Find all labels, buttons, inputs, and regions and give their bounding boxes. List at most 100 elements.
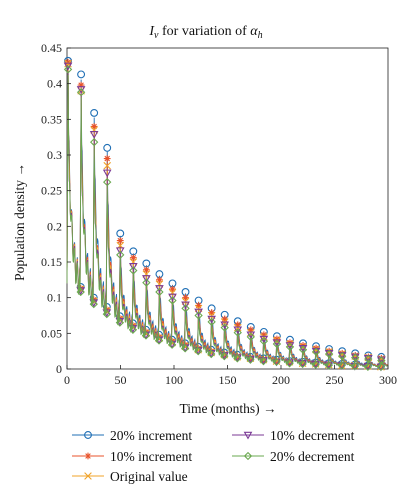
data-point xyxy=(273,335,281,343)
data-point xyxy=(116,237,124,244)
data-point xyxy=(234,321,242,329)
legend-label: 20% increment xyxy=(110,428,192,443)
data-point xyxy=(90,108,99,117)
data-point xyxy=(116,250,125,260)
data-point xyxy=(128,263,138,271)
data-point xyxy=(195,302,202,309)
y-tick-label: 0 xyxy=(56,362,62,376)
data-point xyxy=(338,350,346,358)
data-point xyxy=(90,123,98,130)
data-point xyxy=(208,309,216,317)
data-point xyxy=(285,359,294,368)
legend: 20% increment 10% increment Original value… xyxy=(72,428,355,484)
data-point xyxy=(233,328,242,337)
data-point xyxy=(115,247,125,256)
data-point xyxy=(312,345,320,354)
data-point xyxy=(142,275,151,283)
data-point xyxy=(142,270,151,278)
data-point xyxy=(168,288,177,297)
data-point xyxy=(168,293,177,302)
legend-item: Original value xyxy=(72,469,188,484)
data-point xyxy=(115,318,125,327)
series-original-value xyxy=(64,59,388,371)
legend-marker xyxy=(84,431,92,439)
y-tick-label: 0.45 xyxy=(41,41,62,55)
data-point xyxy=(76,88,86,97)
data-point xyxy=(207,317,216,327)
data-point xyxy=(246,355,255,364)
y-tick-label: 0.35 xyxy=(41,112,62,126)
legend-label: 10% increment xyxy=(110,449,192,464)
data-point xyxy=(156,276,163,284)
data-point xyxy=(64,58,72,66)
data-point xyxy=(247,326,255,334)
chart-title: Iv for variation of αh xyxy=(148,24,262,41)
legend-label: 10% decrement xyxy=(270,428,355,443)
data-point xyxy=(129,266,138,275)
data-point xyxy=(180,344,190,353)
data-point xyxy=(167,340,177,349)
data-point xyxy=(182,294,189,302)
data-point xyxy=(351,353,360,362)
x-tick-label: 150 xyxy=(219,373,237,387)
data-point xyxy=(221,315,229,323)
data-point xyxy=(364,354,373,364)
data-point xyxy=(220,351,229,361)
data-point xyxy=(298,359,307,369)
data-point xyxy=(233,354,242,363)
y-tick-label: 0.05 xyxy=(41,326,62,340)
x-tick-label: 300 xyxy=(379,373,397,387)
data-point xyxy=(207,349,216,359)
y-tick-label: 0.4 xyxy=(47,77,62,91)
data-point xyxy=(129,258,138,266)
data-point xyxy=(89,299,98,309)
data-point xyxy=(233,326,243,335)
data-point xyxy=(220,321,230,330)
legend-item: 10% decrement xyxy=(232,428,355,443)
data-point xyxy=(311,360,320,369)
data-point xyxy=(89,131,99,139)
data-point xyxy=(76,86,86,94)
data-point xyxy=(102,309,111,319)
data-point xyxy=(259,356,268,366)
y-tick-label: 0.25 xyxy=(41,184,62,198)
data-point xyxy=(194,346,203,356)
data-point xyxy=(272,357,281,367)
data-point xyxy=(260,331,268,339)
data-point xyxy=(103,177,112,187)
x-axis: 0 50 100 150 200 250 300 xyxy=(64,365,397,387)
x-axis-label: Time (months) → xyxy=(179,401,276,416)
data-point xyxy=(89,137,99,147)
data-point xyxy=(181,304,190,313)
data-point xyxy=(324,349,334,359)
data-point xyxy=(325,348,333,356)
series-line xyxy=(66,67,388,367)
data-point xyxy=(311,347,321,357)
legend-marker xyxy=(84,452,92,460)
axes-frame xyxy=(66,47,389,370)
data-point xyxy=(285,342,295,352)
data-point xyxy=(142,266,150,274)
legend-item: 20% decrement xyxy=(232,449,355,464)
data-point xyxy=(103,155,111,162)
x-tick-label: 200 xyxy=(272,373,290,387)
data-point xyxy=(77,70,86,79)
data-point xyxy=(155,287,164,297)
data-point xyxy=(76,287,85,297)
data-point xyxy=(246,332,255,342)
data-point xyxy=(128,325,138,334)
data-point xyxy=(90,126,98,134)
data-point xyxy=(220,323,229,332)
data-point xyxy=(272,339,282,349)
plot-area xyxy=(63,47,389,372)
data-point xyxy=(194,308,203,317)
data-point xyxy=(259,337,269,346)
legend-label: 20% decrement xyxy=(270,449,355,464)
x-tick-label: 250 xyxy=(326,373,344,387)
x-tick-label: 100 xyxy=(165,373,183,387)
legend-marker xyxy=(84,472,92,480)
data-point xyxy=(103,143,112,152)
y-tick-label: 0.3 xyxy=(47,148,62,162)
y-tick-label: 0.15 xyxy=(41,255,62,269)
